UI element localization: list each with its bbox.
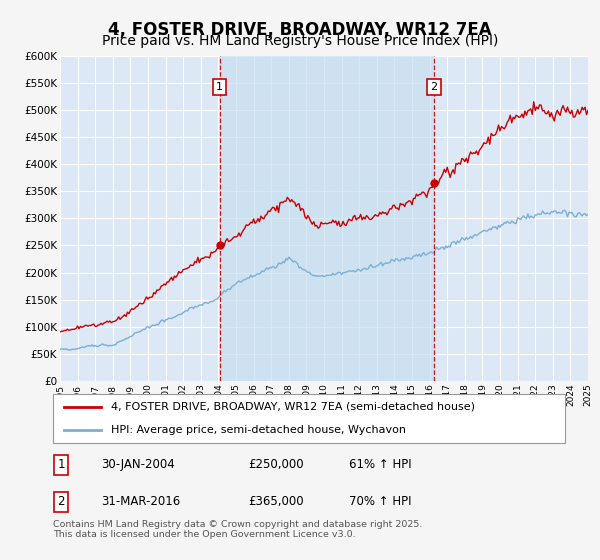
- Bar: [220, 56, 434, 381]
- Text: £250,000: £250,000: [248, 458, 304, 472]
- Text: Contains HM Land Registry data © Crown copyright and database right 2025.
This d: Contains HM Land Registry data © Crown c…: [53, 520, 422, 539]
- Text: 2: 2: [58, 495, 65, 508]
- Text: 70% ↑ HPI: 70% ↑ HPI: [349, 495, 412, 508]
- Text: 30-JAN-2004: 30-JAN-2004: [101, 458, 175, 472]
- Text: £365,000: £365,000: [248, 495, 304, 508]
- Text: 2: 2: [430, 82, 437, 92]
- Text: 61% ↑ HPI: 61% ↑ HPI: [349, 458, 412, 472]
- Text: 31-MAR-2016: 31-MAR-2016: [101, 495, 180, 508]
- FancyBboxPatch shape: [53, 394, 565, 443]
- Text: 4, FOSTER DRIVE, BROADWAY, WR12 7EA (semi-detached house): 4, FOSTER DRIVE, BROADWAY, WR12 7EA (sem…: [112, 402, 475, 412]
- Text: 1: 1: [58, 458, 65, 472]
- Text: 1: 1: [217, 82, 223, 92]
- Text: 4, FOSTER DRIVE, BROADWAY, WR12 7EA: 4, FOSTER DRIVE, BROADWAY, WR12 7EA: [108, 21, 492, 39]
- Text: Price paid vs. HM Land Registry's House Price Index (HPI): Price paid vs. HM Land Registry's House …: [102, 34, 498, 48]
- Text: HPI: Average price, semi-detached house, Wychavon: HPI: Average price, semi-detached house,…: [112, 425, 406, 435]
